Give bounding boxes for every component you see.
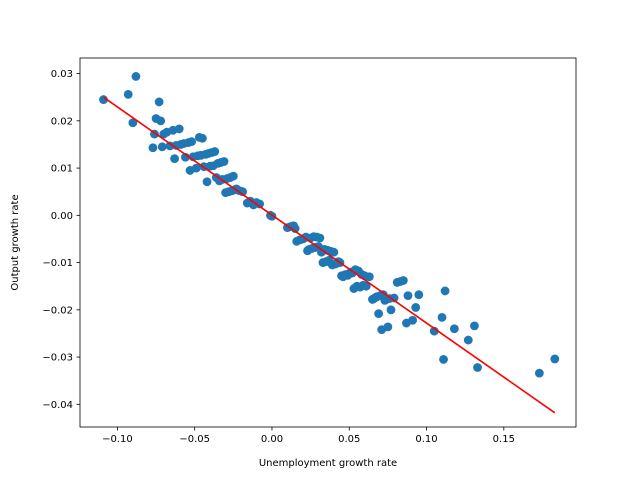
scatter-point <box>361 281 371 291</box>
plot-frame <box>79 57 577 428</box>
scatter-point <box>403 291 413 301</box>
scatter-point <box>154 97 164 107</box>
scatter-point <box>191 163 201 173</box>
scatter-point <box>398 276 408 285</box>
scatter-point <box>470 321 479 331</box>
scatter-point <box>439 355 448 364</box>
scatter-point <box>181 152 190 162</box>
scatter-point <box>414 290 424 300</box>
scatter-point <box>156 116 166 126</box>
y-tick-label: 0.01 <box>51 164 73 175</box>
scatter-point <box>128 118 138 128</box>
scatter-point <box>437 312 447 322</box>
scatter-point <box>473 363 482 372</box>
x-tick-label: 0.15 <box>493 434 515 445</box>
scatter-point <box>123 89 133 99</box>
y-tick-label: −0.04 <box>42 400 73 411</box>
scatter-point <box>290 224 300 233</box>
y-tick-label: 0.00 <box>51 211 73 222</box>
y-tick-label: 0.03 <box>51 69 73 80</box>
scatter-point <box>408 315 418 325</box>
scatter-point <box>255 199 264 209</box>
x-axis-label: Unemployment growth rate <box>259 458 397 469</box>
y-axis: 0.03 0.02 0.01 0.00 −0.01 −0.02 −0.03 −0.04 <box>42 69 80 411</box>
x-tick-label: −0.10 <box>102 434 133 445</box>
scatter-point <box>174 124 184 134</box>
x-axis: −0.10 −0.05 0.00 0.05 0.10 0.15 <box>102 427 515 445</box>
y-axis-label: Output growth rate <box>10 194 21 290</box>
scatter-point <box>219 157 229 166</box>
scatter-point <box>228 171 238 181</box>
scatter-point <box>534 368 544 378</box>
scatter-point <box>329 247 339 257</box>
scatter-point <box>170 154 179 164</box>
scatter-point <box>386 305 396 315</box>
scatter-point <box>440 286 450 296</box>
scatter-point <box>131 72 141 81</box>
x-tick-label: 0.05 <box>338 434 360 445</box>
fit-line-layer <box>103 96 556 414</box>
x-tick-label: −0.05 <box>179 434 210 445</box>
scatter-point <box>315 233 325 243</box>
scatter-point <box>449 324 459 334</box>
y-tick-label: −0.01 <box>42 258 73 269</box>
scatter-point <box>429 326 439 336</box>
scatter-point <box>198 133 207 143</box>
scatter-point <box>411 303 421 312</box>
scatter-point <box>463 335 473 345</box>
scatter-point <box>364 272 374 282</box>
scatter-point <box>157 142 167 152</box>
scatter-point <box>148 143 158 153</box>
y-tick-label: −0.02 <box>42 305 73 316</box>
scatter-point <box>389 293 399 303</box>
scatter-point <box>187 137 197 147</box>
scatter-point <box>99 95 108 104</box>
y-tick-label: −0.03 <box>42 353 73 364</box>
fit-line <box>103 96 556 414</box>
x-tick-label: 0.10 <box>415 434 437 445</box>
scatter-point <box>210 147 220 156</box>
scatter-points <box>99 72 560 378</box>
scatter-point <box>550 354 560 364</box>
scatter-point <box>383 322 393 332</box>
scatter-point <box>202 177 212 187</box>
x-tick-label: 0.00 <box>261 434 283 445</box>
y-tick-label: 0.02 <box>51 116 73 127</box>
scatter-point <box>374 309 384 319</box>
